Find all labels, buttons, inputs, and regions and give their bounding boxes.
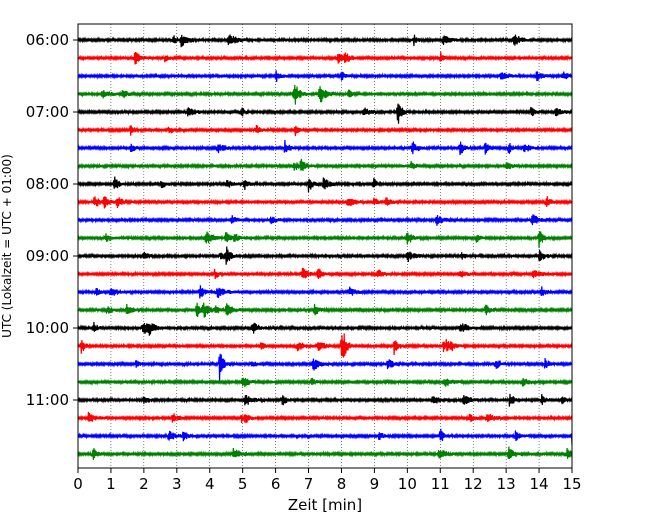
- trace-11: [77, 231, 573, 249]
- vertical-grid: [110, 24, 540, 468]
- trace-0: [77, 34, 573, 48]
- x-tick-label: 12: [464, 475, 483, 493]
- y-tick-label: 10:00: [26, 319, 69, 337]
- x-tick-label: 14: [530, 475, 549, 493]
- x-tick-label: 5: [238, 475, 248, 493]
- trace-6: [77, 139, 573, 156]
- trace-15: [77, 302, 573, 318]
- x-tick-label: 0: [73, 475, 83, 493]
- trace-1: [77, 51, 573, 65]
- trace-12: [77, 246, 573, 265]
- y-tick-label: 08:00: [26, 175, 69, 193]
- trace-19: [77, 377, 573, 387]
- x-tick-label: 4: [205, 475, 215, 493]
- x-tick-label: 10: [398, 475, 417, 493]
- trace-8: [77, 176, 573, 193]
- trace-13: [77, 267, 573, 280]
- plot-frame: [77, 23, 573, 469]
- y-tick-label: 07:00: [26, 103, 69, 121]
- x-tick-label: 2: [139, 475, 149, 493]
- x-tick-label: 1: [106, 475, 116, 493]
- x-tick-label: 9: [370, 475, 380, 493]
- trace-3: [77, 84, 573, 105]
- trace-2: [77, 70, 573, 82]
- trace-14: [77, 285, 573, 299]
- trace-5: [77, 125, 573, 137]
- x-tick-label: 11: [431, 475, 450, 493]
- y-tick-label: 06:00: [26, 31, 69, 49]
- y-axis-ticks: 06:00 07:00 08:00 09:00 10:00 11:00: [26, 31, 78, 409]
- y-tick-label: 09:00: [26, 247, 69, 265]
- y-axis-label: UTC (Lokalzeit = UTC + 01:00): [0, 154, 14, 338]
- helicorder-traces: [77, 34, 573, 460]
- x-tick-label: 3: [172, 475, 182, 493]
- trace-22: [77, 428, 573, 445]
- trace-4: [77, 103, 573, 124]
- x-tick-label: 15: [562, 475, 581, 493]
- trace-18: [77, 353, 573, 381]
- x-tick-label: 13: [497, 475, 516, 493]
- trace-17: [77, 333, 573, 358]
- x-axis-ticks: 0 1 2 3 4 5 6 7 8 9 10 11 12 13 14 15: [73, 468, 582, 493]
- x-axis-label: Zeit [min]: [288, 496, 362, 514]
- trace-7: [77, 158, 573, 171]
- x-tick-label: 8: [337, 475, 347, 493]
- y-tick-label: 11:00: [26, 391, 69, 409]
- x-tick-label: 7: [304, 475, 314, 493]
- trace-20: [77, 393, 573, 407]
- trace-21: [77, 411, 573, 424]
- x-tick-label: 6: [271, 475, 281, 493]
- trace-23: [77, 446, 573, 460]
- trace-9: [77, 196, 573, 209]
- trace-10: [77, 214, 573, 226]
- trace-16: [77, 321, 573, 336]
